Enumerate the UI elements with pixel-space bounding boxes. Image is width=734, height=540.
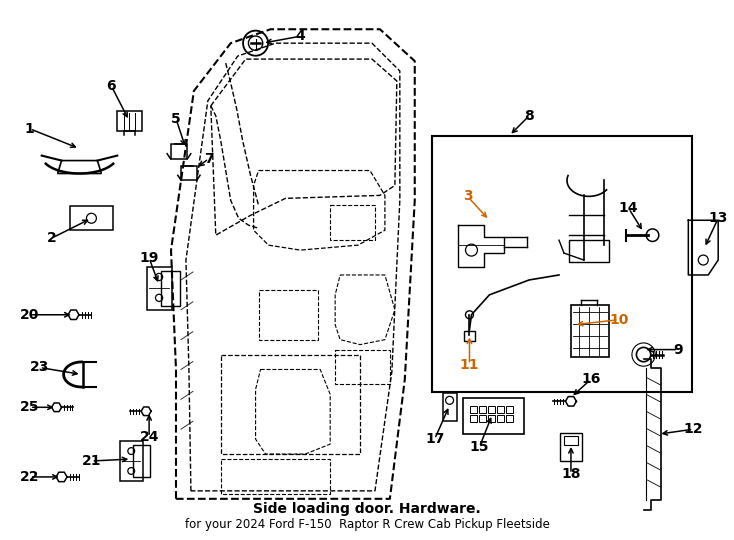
Bar <box>479 415 487 422</box>
Text: 19: 19 <box>139 251 159 265</box>
Bar <box>488 406 495 413</box>
Bar <box>117 111 142 131</box>
Bar <box>498 406 504 413</box>
Bar <box>432 136 692 393</box>
Bar <box>564 436 578 446</box>
Bar <box>479 406 487 413</box>
Bar <box>221 459 330 494</box>
Bar <box>443 393 457 421</box>
Bar <box>335 349 390 384</box>
Text: 7: 7 <box>204 152 214 166</box>
Text: 1: 1 <box>25 122 34 136</box>
Text: 12: 12 <box>683 422 703 436</box>
Bar <box>560 433 581 461</box>
Bar <box>470 406 477 413</box>
Text: 23: 23 <box>30 361 49 375</box>
Text: 21: 21 <box>81 454 101 468</box>
Bar <box>462 399 524 434</box>
Bar <box>463 330 476 341</box>
Text: 20: 20 <box>20 308 40 322</box>
Text: 15: 15 <box>470 440 489 454</box>
Bar <box>330 205 375 240</box>
Text: 17: 17 <box>425 432 444 446</box>
Text: 5: 5 <box>171 112 181 126</box>
Bar <box>221 355 360 454</box>
Bar <box>506 415 513 422</box>
Text: 8: 8 <box>524 109 534 123</box>
Text: 14: 14 <box>619 201 639 215</box>
Text: 6: 6 <box>106 79 116 93</box>
Text: 22: 22 <box>20 470 40 484</box>
Text: 4: 4 <box>296 29 305 43</box>
Text: 9: 9 <box>674 342 683 356</box>
Text: for your 2024 Ford F-150  Raptor R Crew Cab Pickup Fleetside: for your 2024 Ford F-150 Raptor R Crew C… <box>184 518 550 531</box>
Bar <box>571 305 608 356</box>
Bar <box>120 441 143 481</box>
Bar <box>569 240 608 262</box>
Bar <box>498 415 504 422</box>
Text: 24: 24 <box>139 430 159 444</box>
Bar <box>506 406 513 413</box>
Bar <box>258 290 319 340</box>
Text: 18: 18 <box>562 467 581 481</box>
Text: 3: 3 <box>462 190 472 204</box>
Bar <box>161 271 180 306</box>
Bar <box>170 144 187 159</box>
Bar <box>147 267 172 310</box>
Text: 16: 16 <box>581 373 600 387</box>
Bar <box>470 415 477 422</box>
Text: 10: 10 <box>609 313 628 327</box>
Bar <box>488 415 495 422</box>
Bar <box>70 206 113 230</box>
Text: Side loading door. Hardware.: Side loading door. Hardware. <box>253 502 481 516</box>
Bar <box>133 445 150 477</box>
Text: 2: 2 <box>47 231 57 245</box>
Text: 25: 25 <box>20 400 40 414</box>
Text: 13: 13 <box>708 211 728 225</box>
Text: 11: 11 <box>459 357 479 372</box>
Bar <box>181 166 197 180</box>
